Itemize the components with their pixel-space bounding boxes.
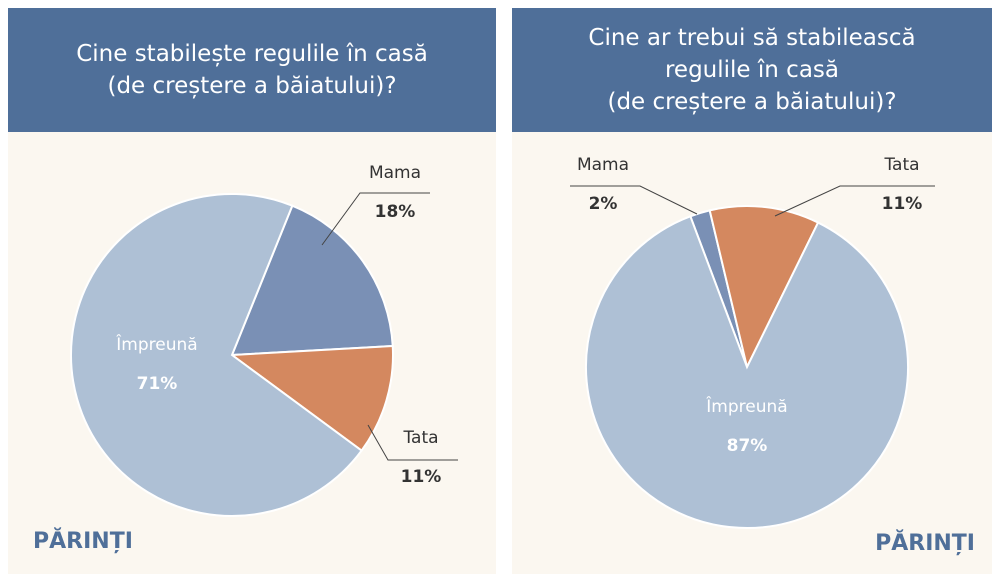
panel: Cine stabilește regulile în casă (de cre… <box>8 8 496 574</box>
footer: PĂRINȚI <box>875 530 975 556</box>
leader-line <box>321 192 430 246</box>
leader-line <box>367 424 458 461</box>
leader-line <box>570 185 698 215</box>
slice-label: Împreună <box>115 333 197 355</box>
value-label: 11% <box>882 194 923 214</box>
value-label: 71% <box>137 374 178 394</box>
slice-label: Mama <box>369 163 421 183</box>
pie-slice <box>585 215 909 529</box>
value-label: 2% <box>589 194 618 214</box>
chart-title: Cine stabilește regulile în casă (de cre… <box>8 8 496 132</box>
chart-title: Cine ar trebui să stabilească regulile î… <box>512 8 992 132</box>
leader-line <box>774 185 935 217</box>
slice-label: Împreună <box>705 395 787 417</box>
value-label: 18% <box>375 202 416 222</box>
value-label: 87% <box>727 436 768 456</box>
pie-slice <box>708 205 820 370</box>
pie-slice <box>229 344 394 452</box>
value-label: 11% <box>401 467 442 487</box>
slice-label: Tata <box>883 155 919 175</box>
slice-label: Tata <box>402 428 438 448</box>
pie-slice <box>230 204 394 357</box>
pie-slice <box>70 193 363 517</box>
footer: PĂRINȚI <box>33 528 133 554</box>
slice-label: Mama <box>577 155 629 175</box>
